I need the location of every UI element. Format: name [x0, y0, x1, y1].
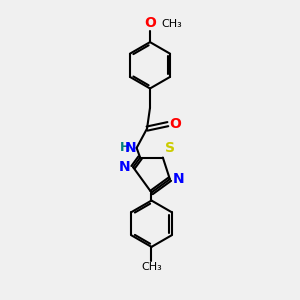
Text: S: S	[165, 142, 175, 155]
Text: CH₃: CH₃	[141, 262, 162, 272]
Text: N: N	[118, 160, 130, 174]
Text: O: O	[144, 16, 156, 30]
Text: N: N	[173, 172, 184, 186]
Text: N: N	[124, 141, 136, 155]
Text: CH₃: CH₃	[161, 19, 182, 29]
Text: H: H	[120, 141, 130, 154]
Text: O: O	[169, 116, 181, 130]
